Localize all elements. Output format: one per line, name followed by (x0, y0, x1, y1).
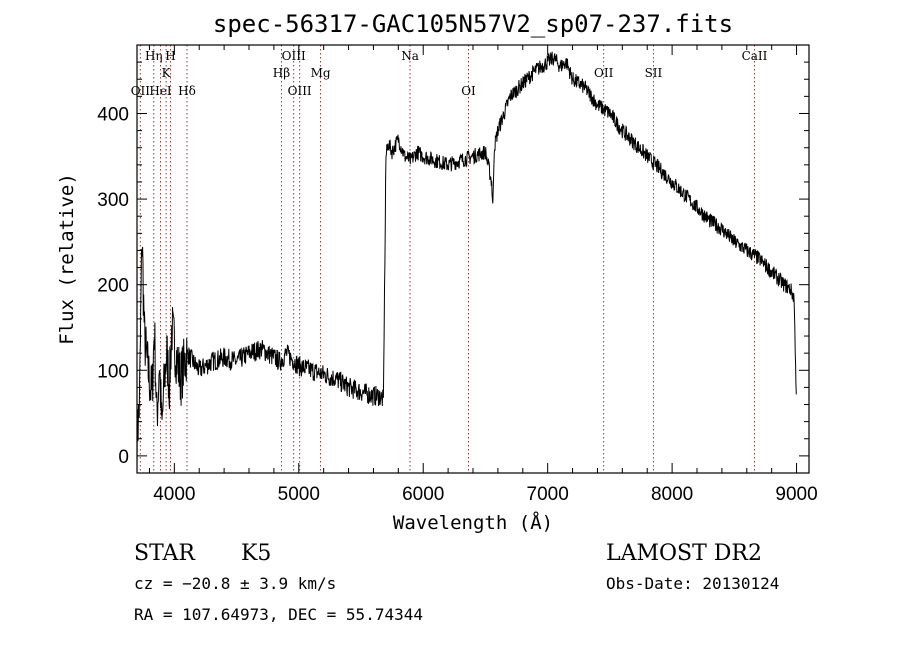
object-subclass: K5 (241, 541, 271, 566)
spectral-line-markers: OII Hη HeI KH Hδ Hβ OIII OIII Mg Na OI OII SII CaII (131, 45, 768, 473)
x-axis: 4000 5000 6000 7000 8000 9000 (148, 45, 818, 505)
y-axis-label: Flux (relative) (56, 173, 78, 345)
line-label-2: HeI (149, 84, 172, 98)
line-label-11: OI (461, 84, 476, 98)
line-label-14: CaII (742, 49, 768, 63)
line-label-7: OIII (282, 49, 306, 63)
survey-name: LAMOST DR2 (606, 541, 762, 566)
y-tick-label-1: 100 (97, 361, 129, 382)
x-tick-label-5: 9000 (775, 484, 817, 505)
line-label-4: H (165, 49, 175, 63)
sky-coordinates: RA = 107.64973, DEC = 55.74344 (134, 605, 423, 624)
x-tick-label-2: 6000 (402, 484, 444, 505)
x-tick-label-4: 8000 (651, 484, 693, 505)
line-label-13: SII (645, 66, 663, 80)
spectrum-line-0 (136, 51, 797, 468)
observation-date: Obs-Date: 20130124 (606, 574, 779, 593)
x-tick-label-3: 7000 (527, 484, 569, 505)
line-label-5: Hδ (178, 84, 196, 98)
y-axis: 0 100 200 300 400 (97, 61, 809, 468)
line-label-3: K (162, 66, 172, 80)
spectrum-series (136, 51, 797, 468)
line-label-6: Hβ (273, 66, 290, 80)
y-tick-label-0: 0 (118, 447, 129, 468)
y-tick-label-2: 200 (97, 276, 129, 297)
plot-frame (136, 44, 810, 474)
object-class: STAR (134, 541, 196, 566)
x-tick-label-1: 5000 (278, 484, 320, 505)
y-tick-label-3: 300 (97, 190, 129, 211)
x-axis-label: Wavelength (Å) (393, 511, 553, 534)
x-tick-label-0: 4000 (153, 484, 195, 505)
line-label-1: Hη (145, 49, 163, 63)
line-label-10: Na (401, 49, 419, 63)
chart-title: spec-56317-GAC105N57V2_sp07-237.fits (213, 10, 733, 38)
redshift-velocity: cz = −20.8 ± 3.9 km/s (134, 574, 336, 593)
y-tick-label-4: 400 (97, 104, 129, 125)
line-label-0: OII (131, 84, 151, 98)
line-label-8: OIII (288, 84, 312, 98)
line-label-9: Mg (311, 66, 331, 80)
line-label-12: OII (594, 66, 614, 80)
